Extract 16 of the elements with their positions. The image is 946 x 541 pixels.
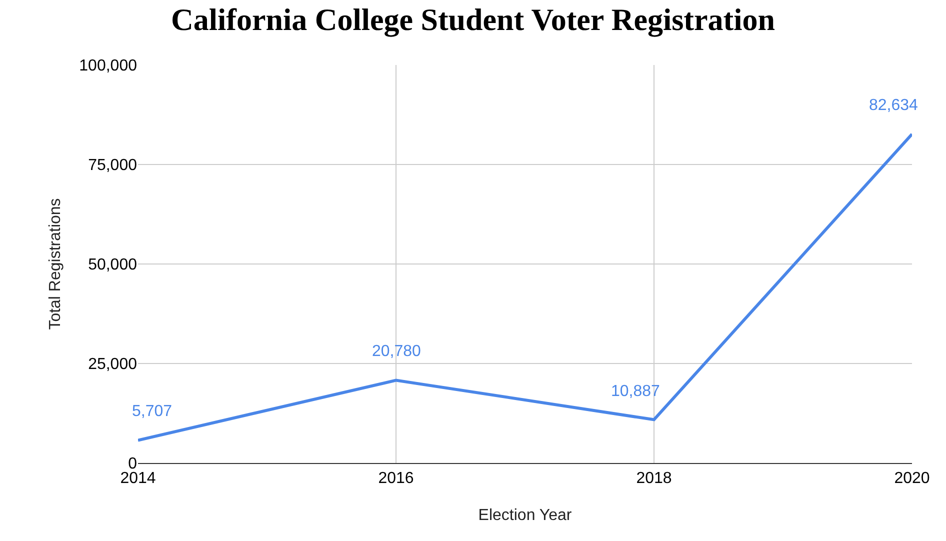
x-tick-label: 2016 — [378, 470, 414, 488]
chart-title: California College Student Voter Registration — [171, 2, 775, 37]
data-label: 10,887 — [611, 383, 660, 400]
x-tick-label: 2014 — [120, 470, 156, 488]
y-axis-title: Total Registrations — [47, 198, 64, 330]
y-tick-label: 25,000 — [88, 356, 138, 374]
x-tick-label: 2020 — [894, 470, 930, 488]
y-tick-label: 75,000 — [88, 157, 138, 174]
y-tick-label: 0 — [128, 456, 138, 473]
data-label: 82,634 — [869, 97, 918, 114]
data-label: 5,707 — [132, 403, 172, 420]
y-tick-label: 50,000 — [88, 256, 138, 274]
data-label: 20,780 — [372, 343, 422, 360]
y-tick-label: 100,000 — [79, 58, 138, 75]
x-axis-title: Election Year — [478, 506, 572, 524]
x-tick-label: 2018 — [636, 470, 672, 488]
